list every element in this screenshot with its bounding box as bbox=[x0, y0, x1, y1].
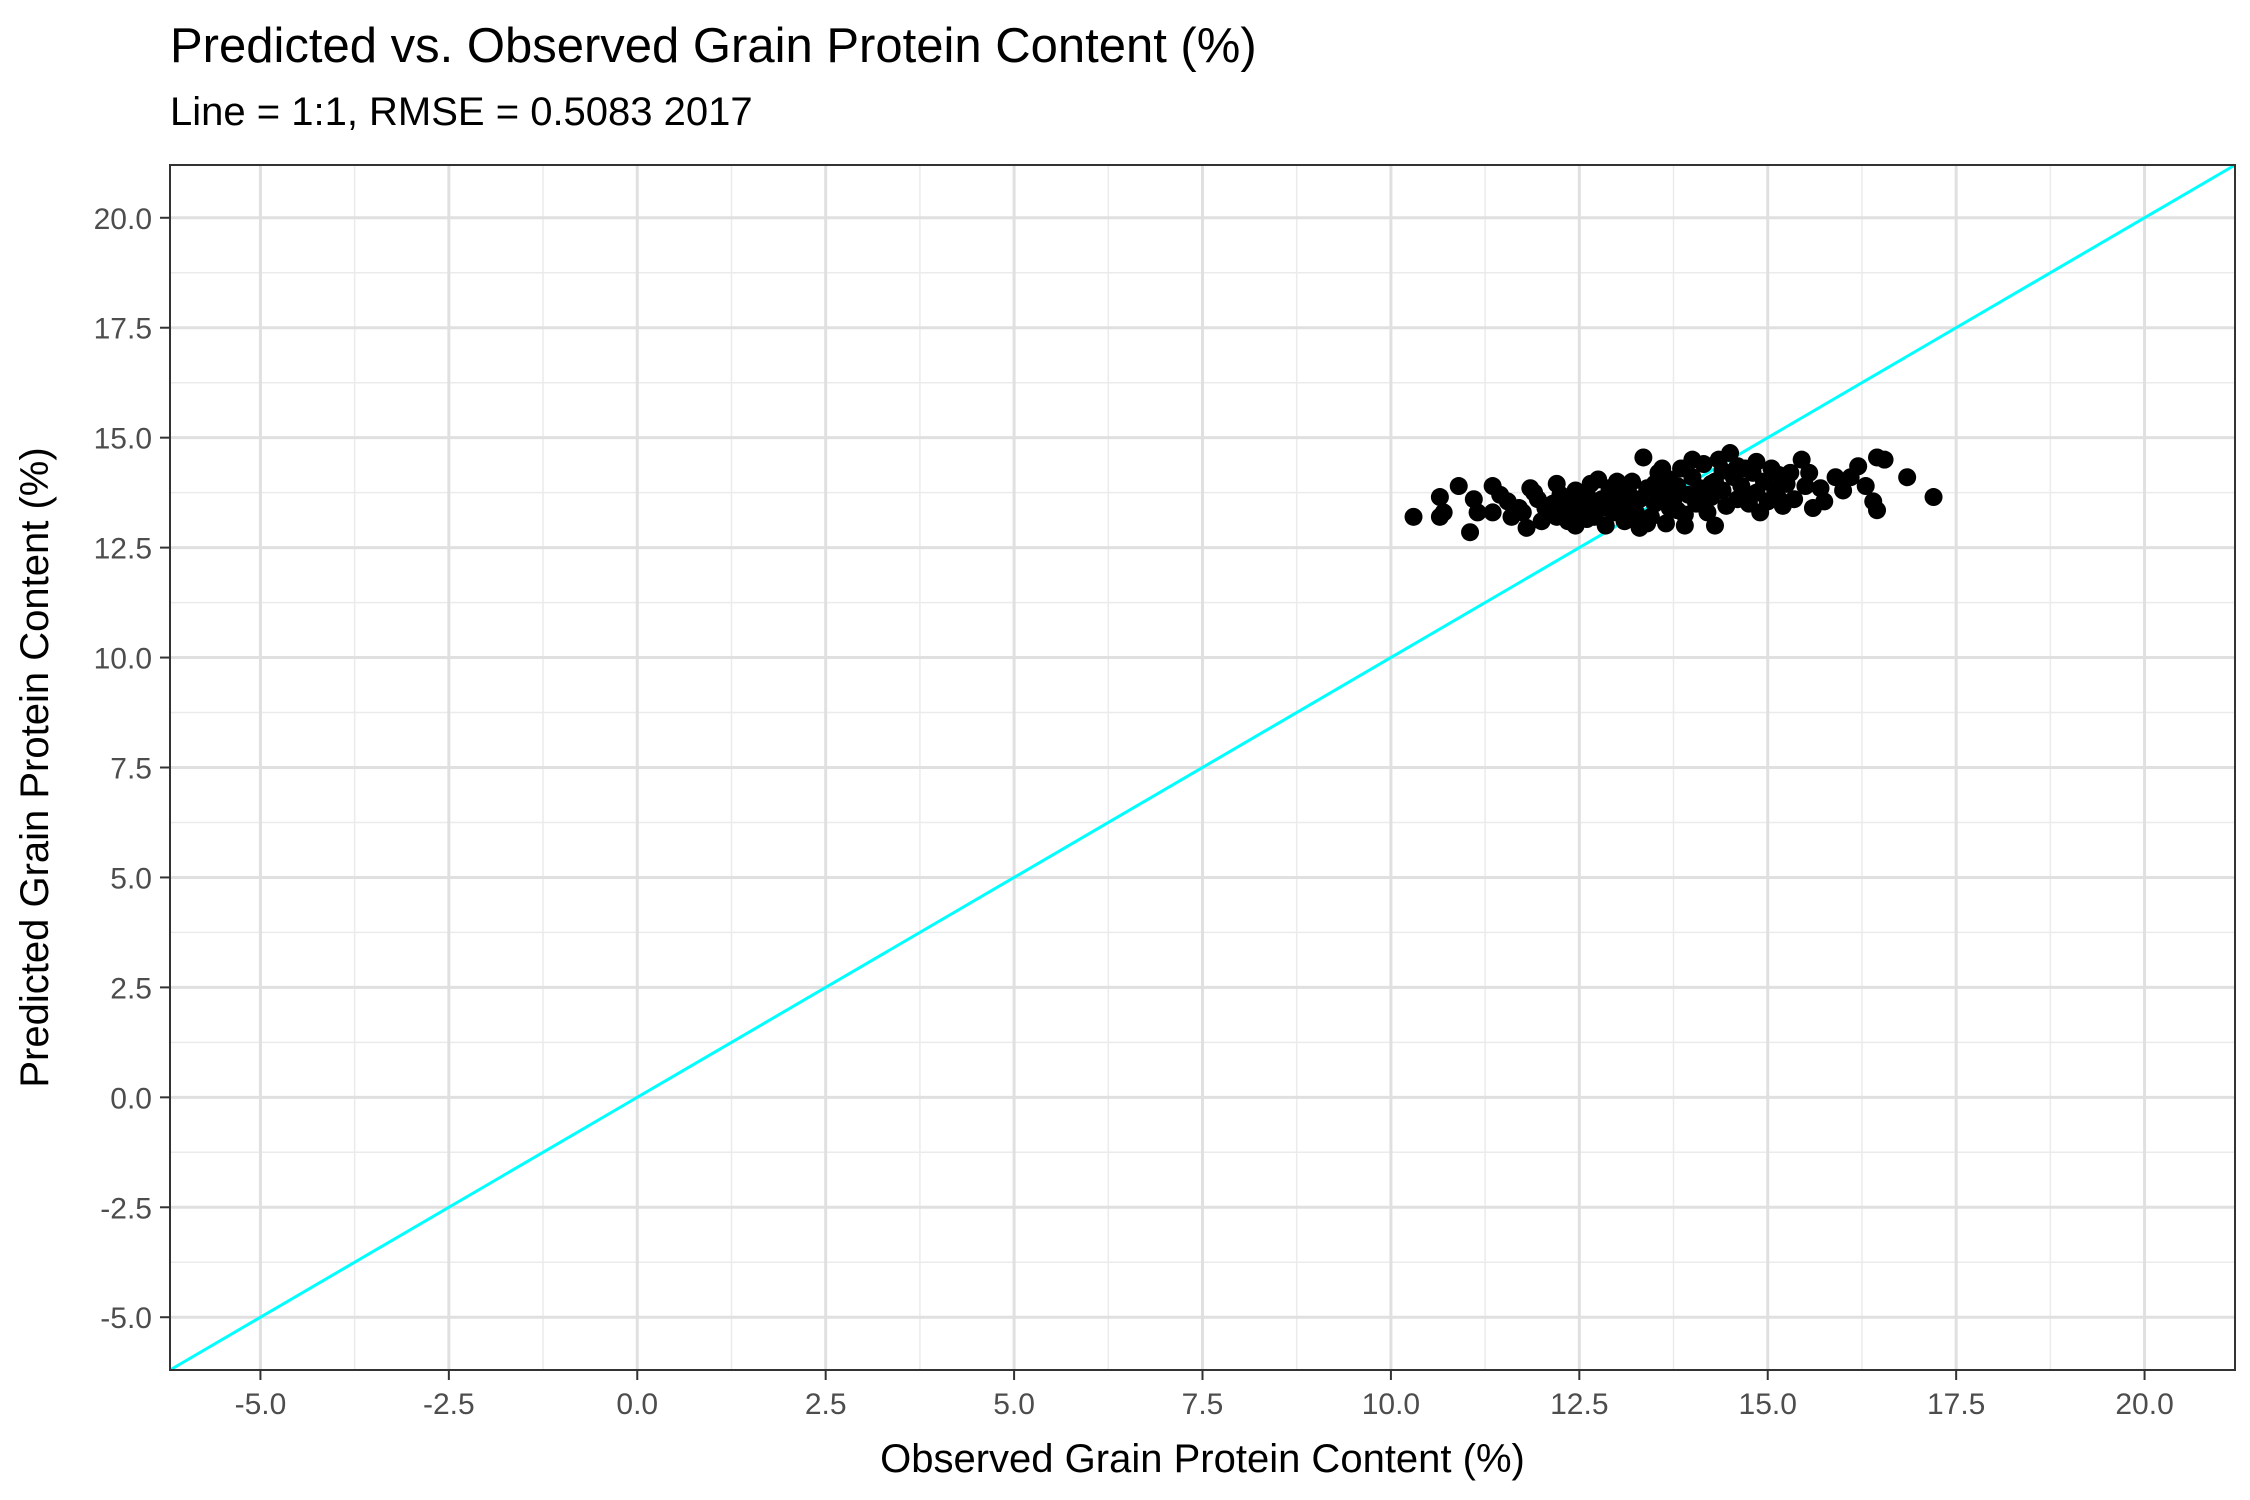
data-point bbox=[1736, 485, 1755, 504]
data-point bbox=[1924, 488, 1943, 507]
y-tick-label: 10.0 bbox=[94, 643, 152, 676]
data-point bbox=[1705, 516, 1724, 535]
y-tick-label: 2.5 bbox=[110, 972, 152, 1005]
chart-subtitle: Line = 1:1, RMSE = 0.5083 2017 bbox=[170, 90, 753, 134]
x-tick-label: -5.0 bbox=[235, 1388, 287, 1421]
y-tick-label: -2.5 bbox=[100, 1192, 152, 1225]
data-point bbox=[1449, 477, 1468, 496]
x-axis-title: Observed Grain Protein Content (%) bbox=[880, 1437, 1525, 1481]
data-point bbox=[1898, 468, 1917, 487]
data-point bbox=[1675, 516, 1694, 535]
data-point bbox=[1702, 474, 1721, 493]
x-tick-label: 10.0 bbox=[1362, 1388, 1420, 1421]
data-point bbox=[1623, 490, 1642, 509]
x-tick-label: 7.5 bbox=[1182, 1388, 1224, 1421]
data-point bbox=[1815, 492, 1834, 511]
data-point bbox=[1634, 448, 1653, 467]
data-point bbox=[1525, 483, 1544, 502]
x-tick-label: 0.0 bbox=[616, 1388, 658, 1421]
data-point bbox=[1566, 516, 1585, 535]
data-point bbox=[1800, 463, 1819, 482]
data-point bbox=[1875, 450, 1894, 469]
data-point bbox=[1517, 518, 1536, 537]
data-point bbox=[1849, 457, 1868, 476]
data-point bbox=[1721, 444, 1740, 463]
data-point bbox=[1596, 516, 1615, 535]
data-point bbox=[1728, 457, 1747, 476]
data-point bbox=[1713, 461, 1732, 480]
data-point bbox=[1430, 507, 1449, 526]
data-point bbox=[1826, 468, 1845, 487]
data-point bbox=[1468, 503, 1487, 522]
y-tick-label: 7.5 bbox=[110, 753, 152, 786]
one-to-one-line bbox=[169, 163, 2236, 1372]
y-tick-label: 20.0 bbox=[94, 203, 152, 236]
data-point bbox=[1785, 490, 1804, 509]
data-point bbox=[1868, 501, 1887, 520]
data-point bbox=[1491, 485, 1510, 504]
data-point bbox=[1623, 472, 1642, 491]
x-tick-label: 20.0 bbox=[2115, 1388, 2173, 1421]
points-layer bbox=[1404, 444, 1943, 542]
data-point bbox=[1683, 450, 1702, 469]
data-point bbox=[1638, 514, 1657, 533]
x-tick-label: 17.5 bbox=[1927, 1388, 1985, 1421]
data-point bbox=[1690, 490, 1709, 509]
data-point bbox=[1430, 488, 1449, 507]
data-point bbox=[1592, 490, 1611, 509]
data-point bbox=[1834, 481, 1853, 500]
x-tick-label: 2.5 bbox=[805, 1388, 847, 1421]
x-tick-label: -2.5 bbox=[423, 1388, 475, 1421]
data-point bbox=[1649, 490, 1668, 509]
data-point bbox=[1656, 514, 1675, 533]
x-axis-ticks: -5.0 -2.5 0.0 2.5 5.0 7.5 10.0 12.5 15.0 17.5 20.0 bbox=[235, 1370, 2174, 1421]
x-tick-label: 15.0 bbox=[1739, 1388, 1797, 1421]
y-tick-label: 17.5 bbox=[94, 313, 152, 346]
data-point bbox=[1747, 452, 1766, 471]
y-tick-label: 15.0 bbox=[94, 423, 152, 456]
data-point bbox=[1645, 474, 1664, 493]
data-point bbox=[1619, 505, 1638, 524]
x-tick-label: 12.5 bbox=[1550, 1388, 1608, 1421]
major-gridlines bbox=[170, 165, 2235, 1370]
data-point bbox=[1668, 501, 1687, 520]
data-point bbox=[1653, 459, 1672, 478]
data-point bbox=[1856, 477, 1875, 496]
chart-title: Predicted vs. Observed Grain Protein Con… bbox=[170, 19, 1257, 73]
data-point bbox=[1547, 474, 1566, 493]
data-point bbox=[1461, 523, 1480, 542]
data-point bbox=[1698, 503, 1717, 522]
data-point bbox=[1781, 463, 1800, 482]
y-tick-label: 5.0 bbox=[110, 862, 152, 895]
data-point bbox=[1513, 503, 1532, 522]
reference-line-layer bbox=[169, 163, 2236, 1372]
y-tick-label: 0.0 bbox=[110, 1082, 152, 1115]
data-point bbox=[1770, 490, 1789, 509]
y-tick-label: -5.0 bbox=[100, 1302, 152, 1335]
data-point bbox=[1792, 450, 1811, 469]
data-point bbox=[1608, 472, 1627, 491]
data-point bbox=[1483, 503, 1502, 522]
x-tick-label: 5.0 bbox=[993, 1388, 1035, 1421]
y-tick-label: 12.5 bbox=[94, 533, 152, 566]
y-axis-ticks: -5.0 -2.5 0.0 2.5 5.0 7.5 10.0 12.5 15.0 17.5 20.0 bbox=[94, 203, 170, 1335]
y-axis-title: Predicted Grain Protein Content (%) bbox=[13, 447, 57, 1087]
data-point bbox=[1404, 507, 1423, 526]
